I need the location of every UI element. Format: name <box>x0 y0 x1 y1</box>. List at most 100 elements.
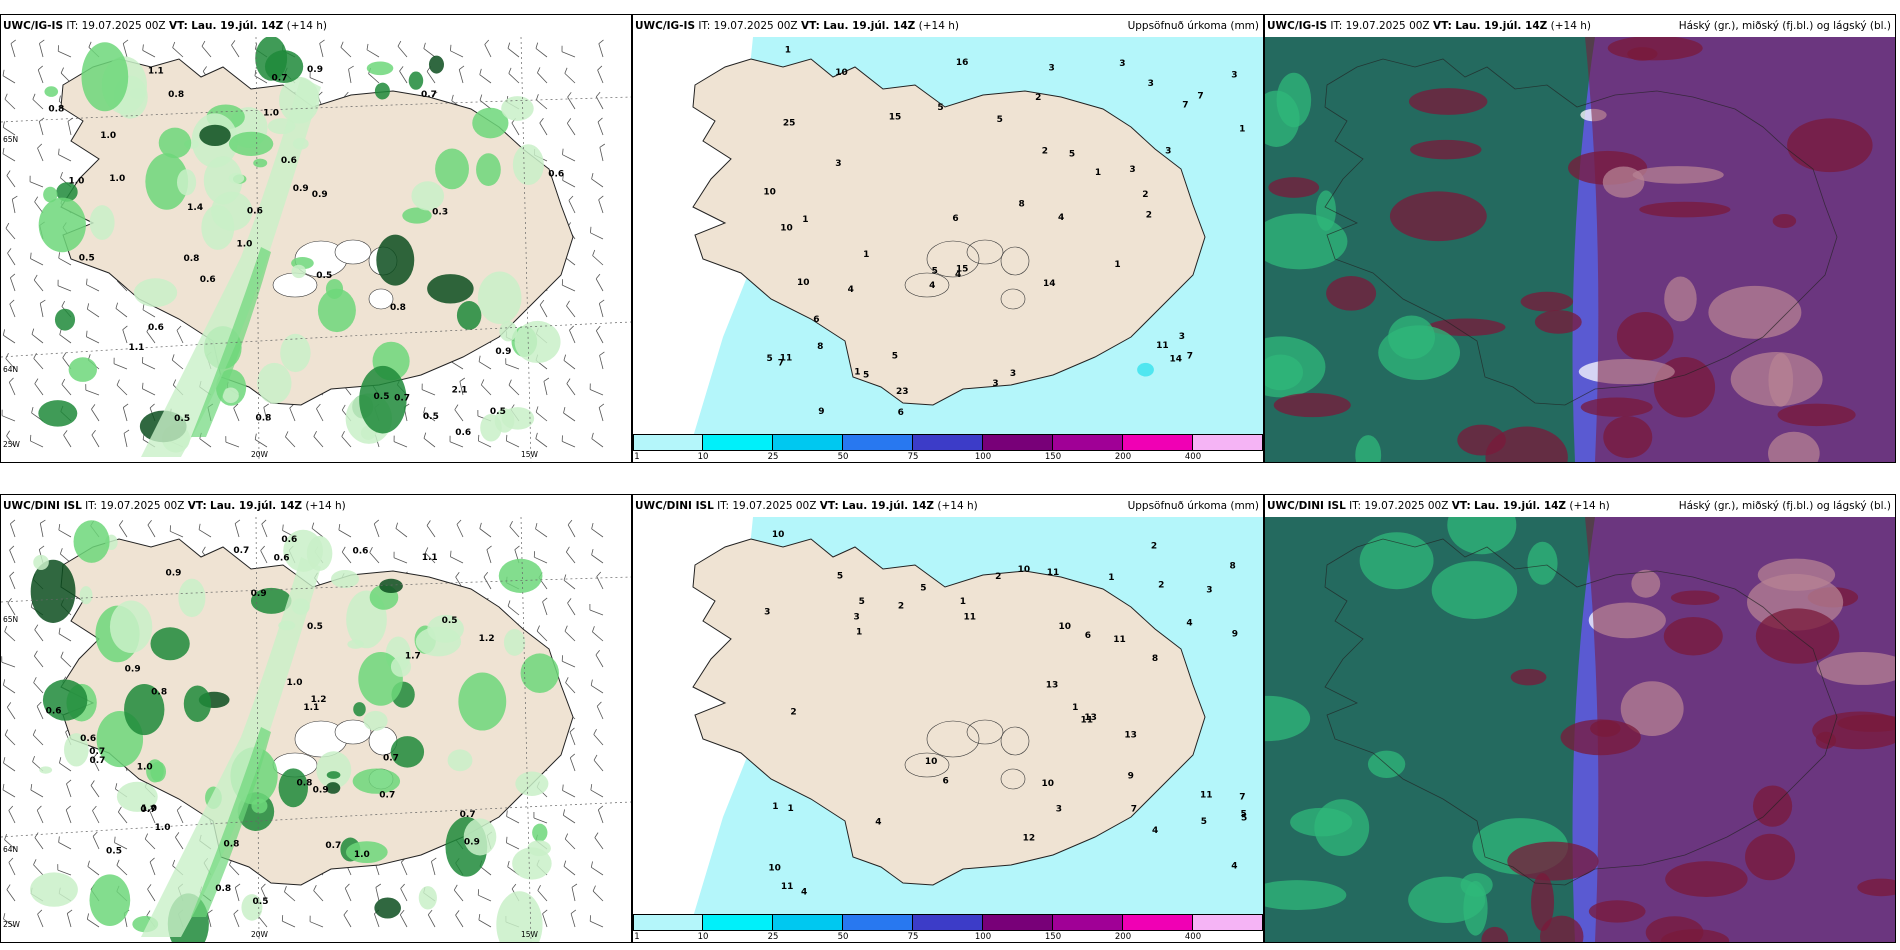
precip-value: 7 <box>778 358 784 368</box>
precip-value: 0.9 <box>293 184 309 194</box>
precip-value: 0.5 <box>106 847 122 857</box>
glacier-outline <box>926 240 980 278</box>
precip-shading <box>38 37 561 457</box>
precip-value: 1 <box>772 802 778 812</box>
precip-value: 14 <box>1169 354 1182 364</box>
precip-value: 0.3 <box>432 208 448 218</box>
scale-swatch <box>1053 434 1123 451</box>
precip-value: 0.7 <box>325 841 341 851</box>
precip-value: 0.5 <box>79 253 95 263</box>
precip-value: 8 <box>1152 654 1158 664</box>
scale-swatch <box>633 434 703 451</box>
precip-value: 5 <box>1241 809 1247 819</box>
precip-value: 0.7 <box>379 791 395 801</box>
precip-values: 3421112131110131011101212434595678101213… <box>764 530 1247 897</box>
scale-swatch <box>1123 434 1193 451</box>
precip-value: 0.5 <box>423 412 439 422</box>
precip-value: 5 <box>766 354 772 364</box>
coord-label: 20W <box>251 930 269 939</box>
precip-value: 0.8 <box>48 104 64 114</box>
precip-value: 5 <box>837 571 843 581</box>
precip-value: 3 <box>1056 805 1062 815</box>
iceland-landmass <box>693 59 1205 405</box>
precip-value: 1.0 <box>236 240 252 250</box>
precip-value: 2 <box>1146 211 1152 221</box>
precip-value: 1.0 <box>354 850 370 860</box>
precip-value: 11 <box>780 354 793 364</box>
precip-value: 3 <box>854 612 860 622</box>
precip-value: 0.8 <box>183 254 199 264</box>
precip-shading <box>30 520 559 942</box>
precip-value: 3 <box>1119 59 1125 69</box>
precip-value: 1 <box>854 368 860 378</box>
map-right-bottom <box>1265 517 1895 942</box>
coord-label: 15W <box>521 930 539 939</box>
coord-label: 64N <box>3 845 18 854</box>
precip-value: 6 <box>813 315 819 325</box>
coord-label: 25W <box>3 920 21 929</box>
scale-tick-label: 150 <box>1044 452 1062 462</box>
precip-value: 13 <box>1084 713 1097 723</box>
coord-label: 25W <box>3 440 21 449</box>
precip-value: 0.6 <box>352 546 368 556</box>
precip-value: 2 <box>1042 146 1048 156</box>
cloud-panel-dini: UWC/DINI ISL IT: 19.07.2025 00Z VT: Lau.… <box>1264 494 1896 943</box>
precip-value: 0.6 <box>455 428 471 438</box>
precip-value: 5 <box>932 267 938 277</box>
precip-value: 7 <box>1197 91 1203 101</box>
scale-tick-label: 50 <box>837 932 849 942</box>
precip-value: 0.6 <box>247 207 263 217</box>
precip-value: 0.6 <box>281 535 297 545</box>
panel-header: UWC/DINI ISL IT: 19.07.2025 00Z VT: Lau.… <box>3 500 346 512</box>
scale-swatch <box>843 434 913 451</box>
precip-value: 10 <box>763 187 776 197</box>
precip-value: 4 <box>1058 213 1064 223</box>
precip-value: 4 <box>1231 861 1237 871</box>
lat-lon-grid <box>1 517 631 942</box>
precip-value: 1.2 <box>311 695 327 705</box>
precip-value: 1 <box>1239 124 1245 134</box>
precip-value: 1.0 <box>137 762 153 772</box>
glacier <box>368 288 394 310</box>
coord-label: 65N <box>3 615 18 624</box>
precip-value: 8 <box>1018 200 1024 210</box>
precip-value: 4 <box>1152 826 1158 836</box>
precip-value: 0.6 <box>148 323 164 333</box>
scale-tick-label: 25 <box>767 452 779 462</box>
scale-swatch <box>703 434 773 451</box>
precip-value: 5 <box>997 115 1003 125</box>
precip-value: 1.7 <box>405 651 421 661</box>
glacier-outline <box>926 720 980 758</box>
precip-value: 1.0 <box>263 109 279 119</box>
scale-swatch <box>983 434 1053 451</box>
precip-value: 1 <box>960 597 966 607</box>
glacier-outline <box>1000 288 1026 310</box>
precip-value: 2 <box>995 572 1001 582</box>
precip-value: 0.8 <box>215 884 231 894</box>
precip-value: 4 <box>1186 619 1192 629</box>
precip-value: 9 <box>818 407 824 417</box>
precip-value: 1.1 <box>148 67 164 77</box>
precip-value: 1.0 <box>100 131 116 141</box>
glacier <box>334 719 372 745</box>
precip-value: 1.0 <box>287 678 303 688</box>
precip-value: 0.9 <box>251 589 267 599</box>
precip-value: 0.7 <box>394 394 410 404</box>
precip-value: 15 <box>889 112 902 122</box>
precip-value: 0.5 <box>174 414 190 424</box>
precip-value: 6 <box>942 777 948 787</box>
panel-header: UWC/DINI ISL IT: 19.07.2025 00Z VT: Lau.… <box>1265 495 1895 517</box>
precip-value: 11 <box>1200 791 1213 801</box>
precip-value: 0.5 <box>374 392 390 402</box>
precip-value: 1.0 <box>141 804 157 814</box>
glacier-outline <box>966 719 1004 745</box>
precip-value: 0.9 <box>312 190 328 200</box>
iceland-landmass <box>693 539 1205 885</box>
scale-tick-label: 400 <box>1184 452 1202 462</box>
precip-value: 0.8 <box>255 414 271 424</box>
precip-value: 2 <box>898 602 904 612</box>
map-right-top <box>1265 37 1895 462</box>
precip-value: 2 <box>1035 93 1041 103</box>
precip-value: 1 <box>856 627 862 637</box>
precip-value: 3 <box>1231 70 1237 80</box>
